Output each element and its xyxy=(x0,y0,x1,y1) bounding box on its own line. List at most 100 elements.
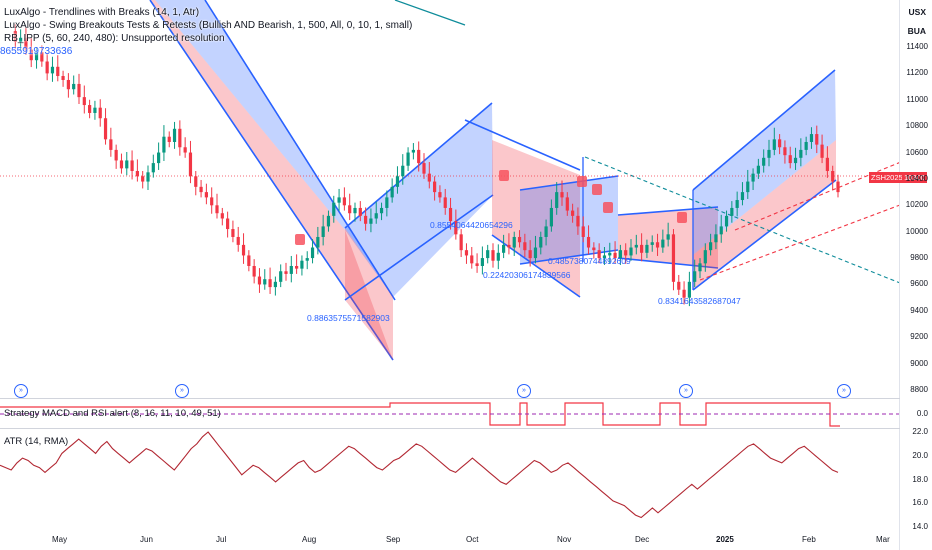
time-axis-label: Oct xyxy=(466,535,479,544)
atr-pane-label[interactable]: ATR (14, RMA) xyxy=(4,436,69,447)
candle-body xyxy=(496,252,500,261)
candle-body xyxy=(703,250,707,264)
currency-code[interactable]: USX xyxy=(908,7,926,17)
pane-divider[interactable] xyxy=(0,428,900,429)
candle-body xyxy=(756,165,760,174)
candle-body xyxy=(77,83,81,98)
candle-body xyxy=(422,163,426,174)
candle-body xyxy=(406,152,410,166)
time-axis-label: Jun xyxy=(140,535,153,544)
legend-trendlines[interactable]: LuxAlgo - Trendlines with Breaks (14, 1,… xyxy=(4,7,200,18)
candle-body xyxy=(326,215,331,227)
candle-body xyxy=(709,242,713,251)
candle-body xyxy=(257,276,262,285)
strategy-pane-label[interactable]: Strategy MACD and RSI alert (8, 16, 11, … xyxy=(4,408,221,419)
pane-divider[interactable] xyxy=(0,398,900,399)
strategy-axis-value: 0.0 xyxy=(916,409,928,418)
legend-rb-ipp[interactable]: RB_IPP (5, 60, 240, 480): Unsupported re… xyxy=(4,33,225,44)
signal-marker xyxy=(577,176,587,187)
legend-swing-breakouts[interactable]: LuxAlgo - Swing Breakouts Tests & Retest… xyxy=(4,20,413,31)
fib-annotation: 0.8341643582687047 xyxy=(658,296,741,306)
candle-body xyxy=(45,61,49,74)
price-axis-label: 8800 xyxy=(910,385,928,394)
candle-body xyxy=(72,83,76,90)
last-price-symbol-tag: ZSH2025 xyxy=(869,172,905,183)
double-chevron-right-icon[interactable]: » xyxy=(14,384,28,398)
candle-body xyxy=(517,236,522,243)
candle-body xyxy=(464,250,469,256)
signal-marker xyxy=(295,234,305,245)
candle-body xyxy=(815,134,819,145)
candle-body xyxy=(486,250,490,259)
candle-body xyxy=(167,136,171,142)
price-axis-label: 11400 xyxy=(906,42,928,51)
candle-body xyxy=(305,258,309,261)
candle-body xyxy=(470,255,474,264)
trendline xyxy=(464,119,581,171)
fib-annotation: 0.4857380744892609 xyxy=(548,256,631,266)
candle-body xyxy=(507,244,511,248)
candle-body xyxy=(119,160,124,169)
double-chevron-right-icon[interactable]: » xyxy=(517,384,531,398)
candle-body xyxy=(109,139,113,150)
time-axis-label: 2025 xyxy=(716,535,734,544)
price-axis-label: 10600 xyxy=(905,147,928,157)
trendline xyxy=(344,194,494,301)
candle-body xyxy=(61,76,65,80)
candle-body xyxy=(831,171,835,182)
candle-body xyxy=(66,79,70,90)
candle-body xyxy=(29,49,33,61)
candle-body xyxy=(130,160,134,172)
legend-value: 8655919733636 xyxy=(0,46,73,57)
atr-axis-label: 16.0 xyxy=(912,498,928,508)
candle-body xyxy=(751,173,755,182)
candle-body xyxy=(141,176,145,182)
candle-body xyxy=(241,244,246,256)
double-chevron-right-icon[interactable]: » xyxy=(679,384,693,398)
double-chevron-right-icon[interactable]: » xyxy=(175,384,189,398)
price-axis-label: 9600 xyxy=(910,279,928,289)
candle-body xyxy=(433,181,437,193)
candle-body xyxy=(820,144,824,158)
candle-body xyxy=(454,221,458,235)
candle-body xyxy=(273,281,277,288)
candle-body xyxy=(183,147,187,153)
candle-body xyxy=(342,197,346,206)
candle-body xyxy=(146,172,150,182)
double-chevron-right-icon[interactable]: » xyxy=(837,384,851,398)
candle-body xyxy=(565,197,569,211)
candle-body xyxy=(762,157,766,166)
unit-code[interactable]: BUA xyxy=(907,26,926,36)
candle-body xyxy=(332,202,336,216)
candle-body xyxy=(661,239,665,248)
candle-body xyxy=(592,247,596,251)
candle-body xyxy=(602,255,607,259)
candle-body xyxy=(613,252,617,259)
trendline xyxy=(692,179,837,291)
candle-body xyxy=(236,236,240,245)
atr-axis-label: 18.0 xyxy=(912,474,928,484)
channel-fill-lower xyxy=(492,140,580,297)
candle-body xyxy=(93,107,97,113)
candle-body xyxy=(98,107,102,119)
time-axis-label: Feb xyxy=(802,535,816,544)
candle-body xyxy=(608,252,612,256)
candle-body xyxy=(348,205,352,214)
candle-body xyxy=(448,207,453,222)
candle-body xyxy=(40,52,44,62)
candle-body xyxy=(103,118,108,140)
candle-body xyxy=(13,31,17,42)
candle-body xyxy=(512,236,516,248)
fib-annotation: 0.8554064420654296 xyxy=(430,220,513,230)
candle-body xyxy=(618,250,622,259)
price-axis-label: 10400 xyxy=(905,173,928,183)
price-axis-label: 9400 xyxy=(910,305,928,315)
price-axis[interactable] xyxy=(899,0,932,550)
candle-body xyxy=(544,226,548,237)
candle-body xyxy=(125,160,129,169)
candle-body xyxy=(247,255,251,266)
candle-body xyxy=(427,173,431,182)
candle-body xyxy=(724,215,729,227)
